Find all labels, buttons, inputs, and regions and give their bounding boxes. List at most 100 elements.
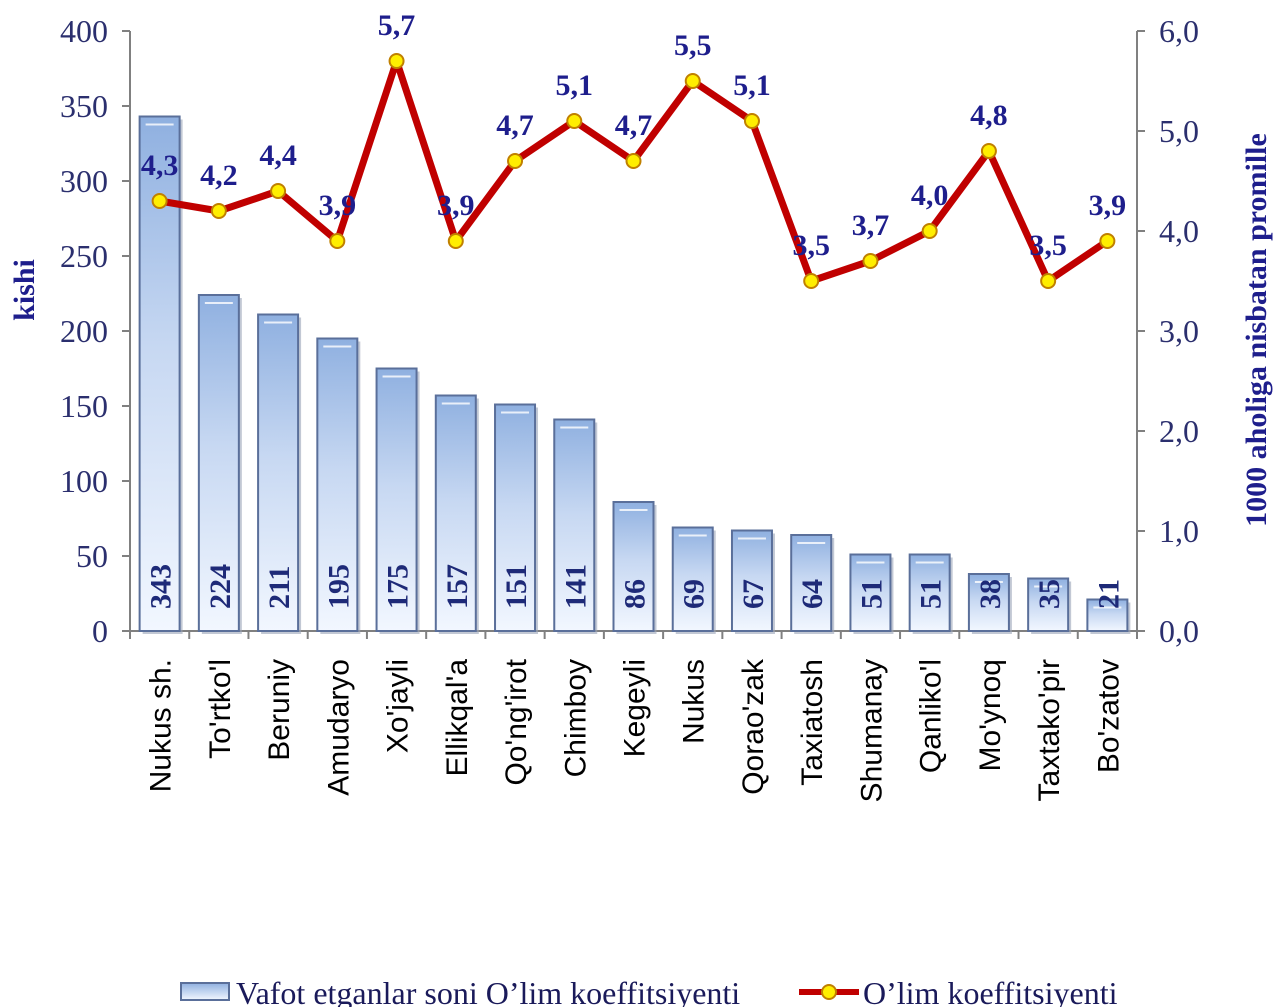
line-point xyxy=(270,183,287,199)
legend-line-label: O’lim koeffitsiyenti xyxy=(863,975,1118,1007)
bar-value-label: 64 xyxy=(796,579,829,609)
y-tick-label: 350 xyxy=(60,88,108,124)
y2-tick-label: 6,0 xyxy=(1159,13,1199,49)
legend-bar-swatch xyxy=(180,982,230,1001)
x-tick-label: Bo'zatov xyxy=(1092,659,1125,773)
bar xyxy=(730,529,773,632)
bar xyxy=(967,573,1010,632)
x-tick-label: Nukus xyxy=(678,659,711,744)
line-value-label: 4,8 xyxy=(970,99,1008,132)
y-axis-label: kishi xyxy=(8,259,41,321)
bar-value-label: 35 xyxy=(1033,579,1066,609)
x-tick-label: Ellikqal'a xyxy=(441,659,474,777)
line-value-label: 5,7 xyxy=(378,9,416,42)
y2-axis-label: 1000 aholiga nisbatan promille xyxy=(1240,133,1273,527)
bar-value-label: 224 xyxy=(204,564,237,609)
y2-tick-label: 5,0 xyxy=(1159,113,1199,149)
x-tick-label: To'rtko'l xyxy=(204,659,237,759)
line-value-label: 4,7 xyxy=(615,109,653,142)
line-value-label: 3,7 xyxy=(852,209,890,242)
line-value-label: 4,3 xyxy=(141,149,179,182)
line-point xyxy=(921,223,938,239)
bar xyxy=(257,313,300,632)
bar-value-label: 51 xyxy=(855,579,888,609)
y2-tick-label: 2,0 xyxy=(1159,413,1199,449)
y-tick-label: 400 xyxy=(60,13,108,49)
bar-value-label: 51 xyxy=(915,579,948,609)
legend-bar-label: Vafot etganlar soni O’lim koeffitsiyenti xyxy=(236,975,740,1007)
line-value-label: 4,2 xyxy=(200,159,238,192)
legend: Vafot etganlar soni O’lim koeffitsiyenti… xyxy=(180,975,1118,1007)
x-tick-label: Qanliko'l xyxy=(915,659,948,773)
line-point xyxy=(210,203,227,219)
x-tick-label: Taxtako'pir xyxy=(1033,659,1066,801)
bar xyxy=(375,367,418,632)
bar xyxy=(553,418,596,632)
bar-value-label: 21 xyxy=(1092,579,1125,609)
bar-value-label: 175 xyxy=(382,564,415,609)
line-point xyxy=(447,233,464,249)
line-value-label: 3,9 xyxy=(1089,189,1127,222)
bar-value-label: 151 xyxy=(500,564,533,609)
line-point xyxy=(507,153,524,169)
line-value-label: 5,5 xyxy=(674,29,712,62)
x-tick-label: Kegeyli xyxy=(619,659,652,757)
x-tick-label: Qorao'zak xyxy=(737,658,770,795)
y2-tick-label: 4,0 xyxy=(1159,213,1199,249)
bar-value-label: 343 xyxy=(145,564,178,609)
line-layer xyxy=(151,53,1116,289)
y-tick-label: 300 xyxy=(60,163,108,199)
line-point xyxy=(684,73,701,89)
bar xyxy=(434,394,477,632)
x-tick-label: Taxiatosh xyxy=(796,659,829,786)
x-tick-label: Mo'ynoq xyxy=(974,659,1007,771)
line-point xyxy=(329,233,346,249)
y-tick-label: 250 xyxy=(60,238,108,274)
line-value-label: 3,9 xyxy=(319,189,357,222)
line-value-label: 3,5 xyxy=(1029,229,1067,262)
y-tick-label: 200 xyxy=(60,313,108,349)
line-point xyxy=(743,113,760,129)
line-point xyxy=(1099,233,1116,249)
y2-tick-label: 0,0 xyxy=(1159,613,1199,649)
bar-value-label: 67 xyxy=(737,579,770,609)
line-point xyxy=(980,143,997,159)
bar-value-label: 211 xyxy=(263,566,296,609)
bar xyxy=(1086,598,1129,632)
bar-value-label: 195 xyxy=(322,564,355,609)
x-tick-label: Chimboy xyxy=(559,659,592,777)
bar xyxy=(197,294,240,632)
line-point xyxy=(1040,273,1057,289)
x-tick-label: Xo'jayli xyxy=(382,659,415,753)
y-tick-label: 150 xyxy=(60,388,108,424)
line-series xyxy=(159,57,1110,285)
line-point xyxy=(388,53,405,69)
bar-value-label: 141 xyxy=(559,564,592,609)
bar xyxy=(494,403,537,632)
y-tick-label: 50 xyxy=(76,538,108,574)
y-tick-label: 0 xyxy=(92,613,108,649)
x-tick-label: Qo'ng'irot xyxy=(500,658,533,785)
bar-value-label: 69 xyxy=(678,579,711,609)
x-tick-label: Shumanay xyxy=(855,659,888,802)
y-tick-label: 100 xyxy=(60,463,108,499)
line-value-label: 4,7 xyxy=(496,109,534,142)
bar xyxy=(849,553,892,632)
line-point xyxy=(151,193,168,209)
bar-value-label: 86 xyxy=(619,579,652,609)
bar xyxy=(671,526,714,632)
line-value-label: 3,5 xyxy=(792,229,830,262)
axes-layer: 0 50 100 150 200 250 300 350 400 0,0 1,0 2,0 3,0 4,0 5… xyxy=(60,13,1199,802)
bar xyxy=(908,553,951,632)
bar xyxy=(612,501,655,632)
line-point xyxy=(566,113,583,129)
line-point xyxy=(862,253,879,269)
bar-value-label: 157 xyxy=(441,564,474,609)
line-value-label: 5,1 xyxy=(733,69,771,102)
line-point xyxy=(803,273,820,289)
line-point xyxy=(625,153,642,169)
labels-layer: 343 224 211 195 175 157 151 141 86 69 67 64 51 51 38 35… xyxy=(141,9,1126,609)
x-tick-label: Amudaryo xyxy=(322,659,355,796)
